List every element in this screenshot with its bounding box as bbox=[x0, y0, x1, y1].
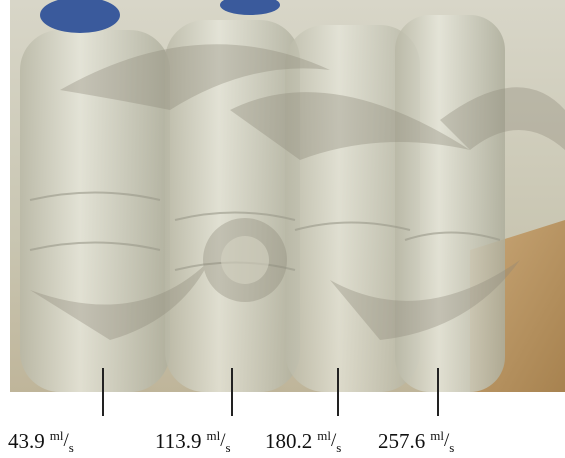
unit-numerator: ml bbox=[50, 428, 64, 443]
unit-numerator: ml bbox=[430, 428, 444, 443]
unit-numerator: ml bbox=[317, 428, 331, 443]
flow-rate-value: 257.6 bbox=[378, 429, 425, 453]
unit-denominator: s bbox=[69, 440, 74, 455]
unit-denominator: s bbox=[226, 440, 231, 455]
unit-denominator: s bbox=[449, 440, 454, 455]
flow-rate-value: 43.9 bbox=[8, 429, 45, 453]
photo bbox=[10, 0, 565, 392]
flow-rate-value: 113.9 bbox=[155, 429, 201, 453]
unit-denominator: s bbox=[336, 440, 341, 455]
flow-rate-value: 180.2 bbox=[265, 429, 312, 453]
figure: 43.9ml/s113.9ml/s180.2ml/s257.6ml/s bbox=[0, 0, 565, 458]
unit-numerator: ml bbox=[206, 428, 220, 443]
